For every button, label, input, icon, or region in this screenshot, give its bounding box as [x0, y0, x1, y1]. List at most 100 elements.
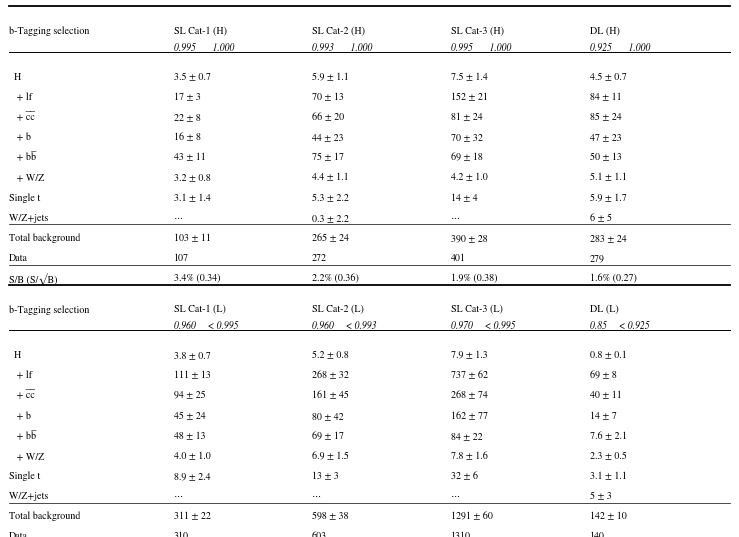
Text: 0.993 ≤ ᵏ ≤ 1.000: 0.993 ≤ ᵏ ≤ 1.000	[312, 43, 372, 53]
Text: 401: 401	[451, 253, 466, 263]
Text: 0.85 ≤ ᵏ < 0.925: 0.85 ≤ ᵏ < 0.925	[590, 321, 650, 331]
Text: 0.925 ≤ ᵏ ≤ 1.000: 0.925 ≤ ᵏ ≤ 1.000	[590, 43, 650, 53]
Text: 17 ± 3: 17 ± 3	[174, 92, 200, 102]
Text: 13 ± 3: 13 ± 3	[312, 471, 338, 481]
Text: 4.2 ± 1.0: 4.2 ± 1.0	[451, 173, 488, 183]
Text: ⋯: ⋯	[174, 213, 183, 223]
Text: 3.4% (0.34): 3.4% (0.34)	[174, 274, 220, 284]
Text: 3.5 ± 0.7: 3.5 ± 0.7	[174, 72, 211, 82]
Text: 111 ± 13: 111 ± 13	[174, 371, 211, 380]
Text: 44 ± 23: 44 ± 23	[312, 133, 344, 142]
Text: ᵀᵀ + c̅c̅: ᵀᵀ + c̅c̅	[9, 113, 35, 122]
Text: 1.6% (0.27): 1.6% (0.27)	[590, 274, 636, 284]
Text: 0.995 ≤ ᵏ ≤ 1.000: 0.995 ≤ ᵏ ≤ 1.000	[174, 43, 234, 53]
Text: DL (L): DL (L)	[590, 305, 619, 315]
Text: 603: 603	[312, 532, 327, 537]
Text: ᵀᵀ + b: ᵀᵀ + b	[9, 411, 31, 420]
Text: 4.5 ± 0.7: 4.5 ± 0.7	[590, 72, 627, 82]
Text: 390 ± 28: 390 ± 28	[451, 234, 488, 243]
Text: Single t: Single t	[9, 193, 40, 203]
Text: b-Tagging selection: b-Tagging selection	[9, 26, 89, 36]
Text: 0.8 ± 0.1: 0.8 ± 0.1	[590, 351, 627, 360]
Text: 268 ± 74: 268 ± 74	[451, 391, 488, 401]
Text: 279: 279	[590, 253, 605, 263]
Text: 70 ± 13: 70 ± 13	[312, 92, 344, 102]
Text: 3.1 ± 1.1: 3.1 ± 1.1	[590, 471, 627, 481]
Text: Total background: Total background	[9, 512, 80, 521]
Text: ᵀᵀ + bb̅: ᵀᵀ + bb̅	[9, 153, 36, 163]
Text: ⋯: ⋯	[174, 491, 183, 501]
Text: 8.9 ± 2.4: 8.9 ± 2.4	[174, 471, 210, 481]
Text: ᵀᵀ + bb̅: ᵀᵀ + bb̅	[9, 431, 36, 441]
Text: 5 ± 3: 5 ± 3	[590, 491, 612, 501]
Text: 85 ± 24: 85 ± 24	[590, 113, 621, 122]
Text: 43 ± 11: 43 ± 11	[174, 153, 205, 163]
Text: 107: 107	[174, 253, 188, 263]
Text: ⋯: ⋯	[451, 213, 460, 223]
Text: SL Cat-1 (H): SL Cat-1 (H)	[174, 26, 227, 36]
Text: 22 ± 8: 22 ± 8	[174, 113, 200, 122]
Text: DL (H): DL (H)	[590, 26, 619, 36]
Text: ᵀᵀ + lf: ᵀᵀ + lf	[9, 92, 32, 102]
Text: Total background: Total background	[9, 234, 80, 243]
Text: 69 ± 8: 69 ± 8	[590, 371, 616, 380]
Text: 283 ± 24: 283 ± 24	[590, 234, 627, 243]
Text: 1.9% (0.38): 1.9% (0.38)	[451, 274, 497, 284]
Text: 45 ± 24: 45 ± 24	[174, 411, 205, 420]
Text: W/Z+jets: W/Z+jets	[9, 213, 48, 223]
Text: 6.9 ± 1.5: 6.9 ± 1.5	[312, 451, 349, 461]
Text: 310: 310	[174, 532, 188, 537]
Text: 14 ± 7: 14 ± 7	[590, 411, 616, 420]
Text: 32 ± 6: 32 ± 6	[451, 471, 478, 481]
Text: SL Cat-3 (L): SL Cat-3 (L)	[451, 305, 503, 315]
Text: 84 ± 22: 84 ± 22	[451, 431, 483, 441]
Text: 598 ± 38: 598 ± 38	[312, 512, 348, 521]
Text: 3.2 ± 0.8: 3.2 ± 0.8	[174, 173, 211, 183]
Text: 80 ± 42: 80 ± 42	[312, 411, 344, 420]
Text: 2.2% (0.36): 2.2% (0.36)	[312, 274, 358, 284]
Text: 7.6 ± 2.1: 7.6 ± 2.1	[590, 431, 627, 441]
Text: 16 ± 8: 16 ± 8	[174, 133, 200, 142]
Text: 0.995 ≤ ᵏ ≤ 1.000: 0.995 ≤ ᵏ ≤ 1.000	[451, 43, 511, 53]
Text: 142 ± 10: 142 ± 10	[590, 512, 627, 521]
Text: 5.9 ± 1.1: 5.9 ± 1.1	[312, 72, 349, 82]
Text: 5.3 ± 2.2: 5.3 ± 2.2	[312, 193, 349, 203]
Text: 162 ± 77: 162 ± 77	[451, 411, 488, 420]
Text: 94 ± 25: 94 ± 25	[174, 391, 205, 401]
Text: 265 ± 24: 265 ± 24	[312, 234, 349, 243]
Text: ᵀᵀ + W/Z: ᵀᵀ + W/Z	[9, 173, 44, 183]
Text: 7.9 ± 1.3: 7.9 ± 1.3	[451, 351, 488, 360]
Text: 40 ± 11: 40 ± 11	[590, 391, 621, 401]
Text: Data: Data	[9, 253, 28, 263]
Text: 152 ± 21: 152 ± 21	[451, 92, 488, 102]
Text: 75 ± 17: 75 ± 17	[312, 153, 344, 163]
Text: 47 ± 23: 47 ± 23	[590, 133, 621, 142]
Text: ᵀᵀH: ᵀᵀH	[9, 72, 21, 82]
Text: 7.5 ± 1.4: 7.5 ± 1.4	[451, 72, 488, 82]
Text: b-Tagging selection: b-Tagging selection	[9, 305, 89, 315]
Text: 69 ± 17: 69 ± 17	[312, 431, 344, 441]
Text: 1291 ± 60: 1291 ± 60	[451, 512, 493, 521]
Text: ᵀᵀ + lf: ᵀᵀ + lf	[9, 371, 32, 380]
Text: 84 ± 11: 84 ± 11	[590, 92, 621, 102]
Text: ᵀᵀ + c̅c̅: ᵀᵀ + c̅c̅	[9, 391, 35, 401]
Text: 6 ± 5: 6 ± 5	[590, 213, 612, 223]
Text: 0.960 ≤ ᵏ < 0.995: 0.960 ≤ ᵏ < 0.995	[174, 321, 238, 331]
Text: 50 ± 13: 50 ± 13	[590, 153, 621, 163]
Text: 268 ± 32: 268 ± 32	[312, 371, 349, 380]
Text: SL Cat-3 (H): SL Cat-3 (H)	[451, 26, 504, 36]
Text: 1310: 1310	[451, 532, 471, 537]
Text: 3.1 ± 1.4: 3.1 ± 1.4	[174, 193, 211, 203]
Text: 81 ± 24: 81 ± 24	[451, 113, 483, 122]
Text: S/B (S/√B): S/B (S/√B)	[9, 274, 58, 286]
Text: ⋯: ⋯	[451, 491, 460, 501]
Text: W/Z+jets: W/Z+jets	[9, 491, 48, 501]
Text: 4.4 ± 1.1: 4.4 ± 1.1	[312, 173, 349, 183]
Text: 140: 140	[590, 532, 605, 537]
Text: 0.970 ≤ ᵏ < 0.995: 0.970 ≤ ᵏ < 0.995	[451, 321, 515, 331]
Text: 272: 272	[312, 253, 327, 263]
Text: ⋯: ⋯	[312, 491, 321, 501]
Text: 7.8 ± 1.6: 7.8 ± 1.6	[451, 451, 488, 461]
Text: 103 ± 11: 103 ± 11	[174, 234, 211, 243]
Text: 3.8 ± 0.7: 3.8 ± 0.7	[174, 351, 211, 360]
